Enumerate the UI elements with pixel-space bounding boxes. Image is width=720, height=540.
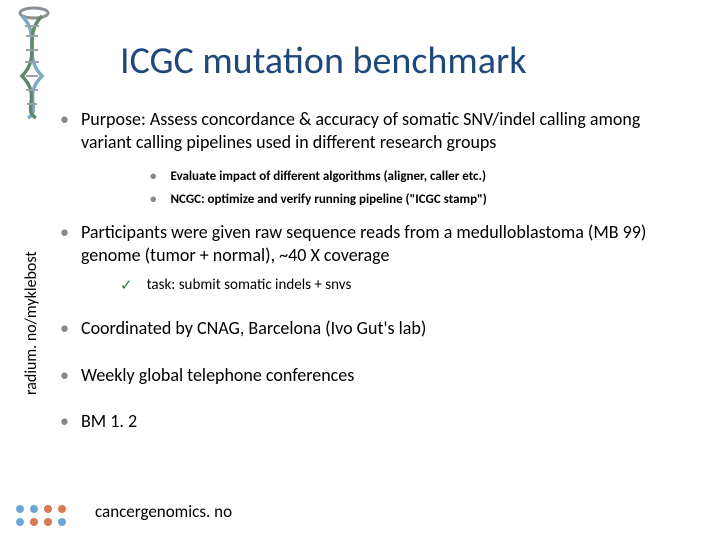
subbullet-algorithms: • Evaluate impact of different algorithm… (150, 169, 690, 184)
bullet-participants: • Participants were given raw sequence r… (60, 221, 690, 266)
bullet-weekly: • Weekly global telephone conferences (60, 364, 690, 387)
bullet-bm: • BM 1. 2 (60, 410, 690, 433)
bullet-mark-icon: • (60, 221, 69, 266)
bullet-mark-icon: • (60, 364, 69, 387)
bullet-mark-icon: • (150, 192, 156, 207)
bullet-text: Evaluate impact of different algorithms … (170, 169, 486, 184)
bullet-text: Weekly global telephone conferences (81, 364, 354, 387)
bullet-text: Coordinated by CNAG, Barcelona (Ivo Gut'… (81, 317, 426, 340)
bullet-text: Purpose: Assess concordance & accuracy o… (81, 108, 690, 153)
bullet-text: BM 1. 2 (81, 410, 137, 433)
slide-title: ICGC mutation benchmark (120, 38, 526, 84)
bullet-text: NCGC: optimize and verify running pipeli… (170, 192, 486, 207)
subbullet-ncgc: • NCGC: optimize and verify running pipe… (150, 192, 690, 207)
bullet-text: task: submit somatic indels + snvs (147, 276, 352, 295)
sidebar-url: radium. no/myklebost (22, 251, 41, 395)
dna-helix-icon (12, 6, 52, 121)
bullet-coordinated: • Coordinated by CNAG, Barcelona (Ivo Gu… (60, 317, 690, 340)
bullet-purpose: • Purpose: Assess concordance & accuracy… (60, 108, 690, 153)
bullet-text: Participants were given raw sequence rea… (81, 221, 690, 266)
footer-url: cancergenomics. no (95, 501, 232, 522)
bullet-mark-icon: • (60, 317, 69, 340)
bullet-mark-icon: • (150, 169, 156, 184)
slide-content: • Purpose: Assess concordance & accuracy… (60, 108, 690, 443)
bullet-mark-icon: • (60, 410, 69, 433)
footer-logo-dots (16, 505, 68, 528)
subbullet-task: ✓ task: submit somatic indels + snvs (120, 276, 690, 295)
bullet-mark-icon: • (60, 108, 69, 153)
check-mark-icon: ✓ (120, 276, 133, 295)
